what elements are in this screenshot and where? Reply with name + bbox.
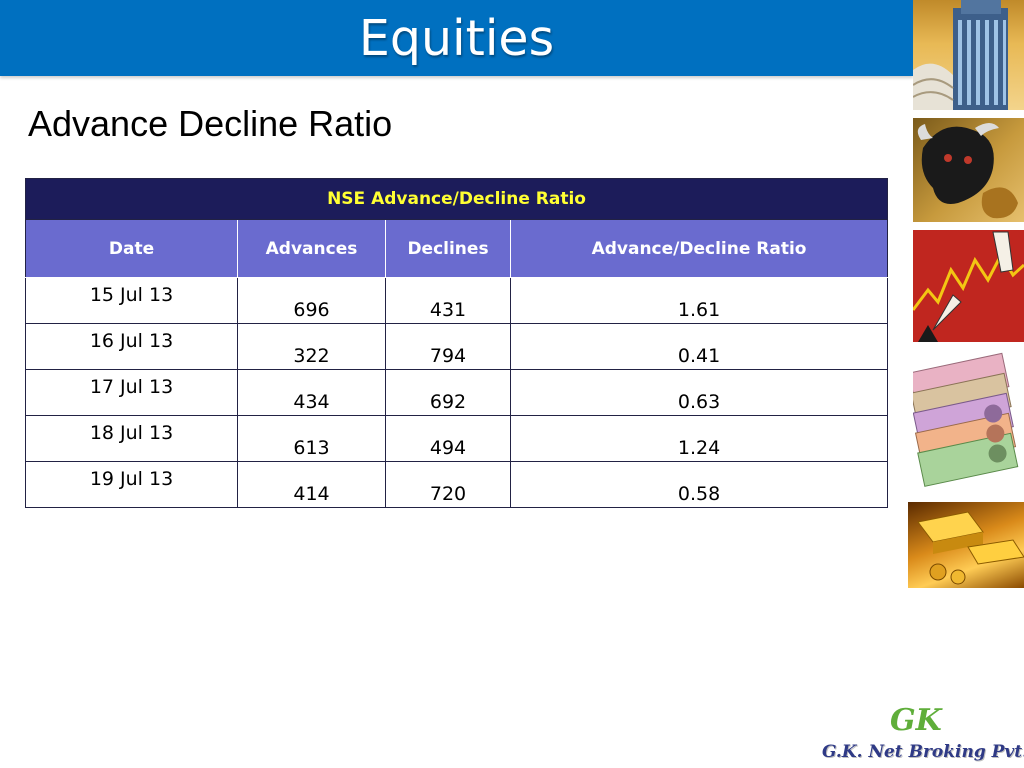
company-logo-mark: GK xyxy=(890,703,942,738)
banknotes-icon xyxy=(913,352,1019,487)
column-header-declines: Declines xyxy=(385,219,511,278)
table-header-row: Date Advances Declines Advance/Decline R… xyxy=(25,219,889,278)
cell-advances: 696 xyxy=(237,277,386,324)
table-row: 17 Jul 13 434 692 0.63 xyxy=(25,369,889,416)
cell-date: 17 Jul 13 xyxy=(25,369,238,416)
cell-ratio: 1.61 xyxy=(509,277,889,324)
cell-declines: 494 xyxy=(385,415,511,462)
cell-declines: 692 xyxy=(385,369,511,416)
gold-bars-image xyxy=(908,502,1024,588)
cell-date: 15 Jul 13 xyxy=(25,277,238,324)
cell-ratio: 0.58 xyxy=(509,461,889,508)
building-icon xyxy=(913,0,1008,110)
cell-declines: 431 xyxy=(385,277,511,324)
advance-decline-table: NSE Advance/Decline Ratio Date Advances … xyxy=(24,178,889,508)
bull-bear-image xyxy=(913,118,1024,222)
currency-notes-image xyxy=(913,352,1024,498)
cell-ratio: 0.41 xyxy=(509,323,889,370)
cell-date: 19 Jul 13 xyxy=(25,461,238,508)
cell-date: 18 Jul 13 xyxy=(25,415,238,462)
cell-declines: 720 xyxy=(385,461,511,508)
column-header-ratio: Advance/Decline Ratio xyxy=(509,219,889,278)
slide-subtitle: Advance Decline Ratio xyxy=(28,103,393,144)
bull-icon xyxy=(917,123,1018,219)
table-row: 16 Jul 13 322 794 0.41 xyxy=(25,323,889,370)
column-header-date: Date xyxy=(25,219,238,278)
stock-exchange-building-image xyxy=(913,0,1024,110)
header-banner: Equities xyxy=(0,0,913,76)
company-logo-text: G.K. Net Broking Pvt. Ltd. xyxy=(822,742,1024,762)
market-chart-image xyxy=(913,230,1024,342)
cell-advances: 613 xyxy=(237,415,386,462)
table-caption-row: NSE Advance/Decline Ratio xyxy=(24,178,889,220)
table-row: 15 Jul 13 696 431 1.61 xyxy=(25,277,889,324)
cell-declines: 794 xyxy=(385,323,511,370)
slide-title: Equities xyxy=(358,10,555,67)
table-row: 19 Jul 13 414 720 0.58 xyxy=(25,461,889,508)
table-caption: NSE Advance/Decline Ratio xyxy=(24,178,889,220)
cell-advances: 322 xyxy=(237,323,386,370)
cell-advances: 414 xyxy=(237,461,386,508)
cell-date: 16 Jul 13 xyxy=(25,323,238,370)
cell-ratio: 0.63 xyxy=(509,369,889,416)
chart-arrow-icon xyxy=(913,231,1024,342)
gold-bar-icon xyxy=(917,511,1024,585)
column-header-advances: Advances xyxy=(237,219,386,278)
cell-advances: 434 xyxy=(237,369,386,416)
cell-ratio: 1.24 xyxy=(509,415,889,462)
table-row: 18 Jul 13 613 494 1.24 xyxy=(25,415,889,462)
